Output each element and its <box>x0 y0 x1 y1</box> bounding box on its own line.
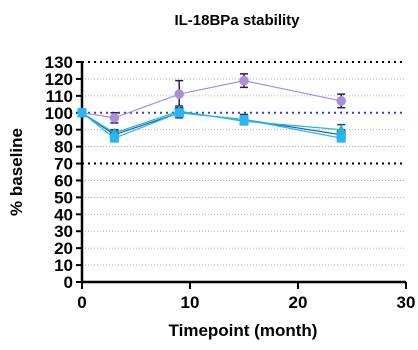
chart-title: IL-18BPa stability <box>174 12 300 29</box>
data-point <box>239 115 249 125</box>
y-tick-label: 110 <box>46 87 73 106</box>
y-tick-label: 100 <box>45 104 73 123</box>
y-tick-label: 90 <box>54 121 73 140</box>
y-axis-title: % baseline <box>7 128 26 216</box>
y-tick-label: 10 <box>54 256 73 275</box>
y-tick-label: 30 <box>54 222 73 241</box>
y-tick-label: 120 <box>45 70 73 89</box>
y-tick-label: 50 <box>54 188 73 207</box>
y-tick-label: 0 <box>64 273 73 292</box>
x-axis-title: Timepoint (month) <box>169 321 318 340</box>
series-line <box>81 112 342 139</box>
series-line <box>81 80 342 119</box>
x-tick-label: 30 <box>397 293 416 312</box>
data-point <box>174 89 184 99</box>
data-point <box>239 75 249 86</box>
x-tick-label: 10 <box>181 293 200 312</box>
x-tick-label: 0 <box>77 293 86 312</box>
y-tick-label: 60 <box>54 171 73 190</box>
data-point <box>336 124 347 134</box>
data-point <box>109 133 119 143</box>
reference-lines <box>82 61 406 165</box>
gridlines <box>82 78 406 266</box>
y-tick-label: 130 <box>45 53 73 72</box>
data-point <box>336 96 347 106</box>
series-layer <box>77 73 347 143</box>
data-point <box>109 113 120 123</box>
y-tick-label: 20 <box>54 239 73 258</box>
data-point <box>174 108 184 118</box>
data-point <box>336 133 346 143</box>
series-4 <box>77 108 346 143</box>
y-tick-label: 80 <box>54 138 73 157</box>
data-point <box>77 108 87 118</box>
x-tick-label: 20 <box>289 293 308 312</box>
series-1 <box>77 73 347 124</box>
y-tick-label: 70 <box>54 155 73 174</box>
y-tick-label: 40 <box>54 205 73 224</box>
